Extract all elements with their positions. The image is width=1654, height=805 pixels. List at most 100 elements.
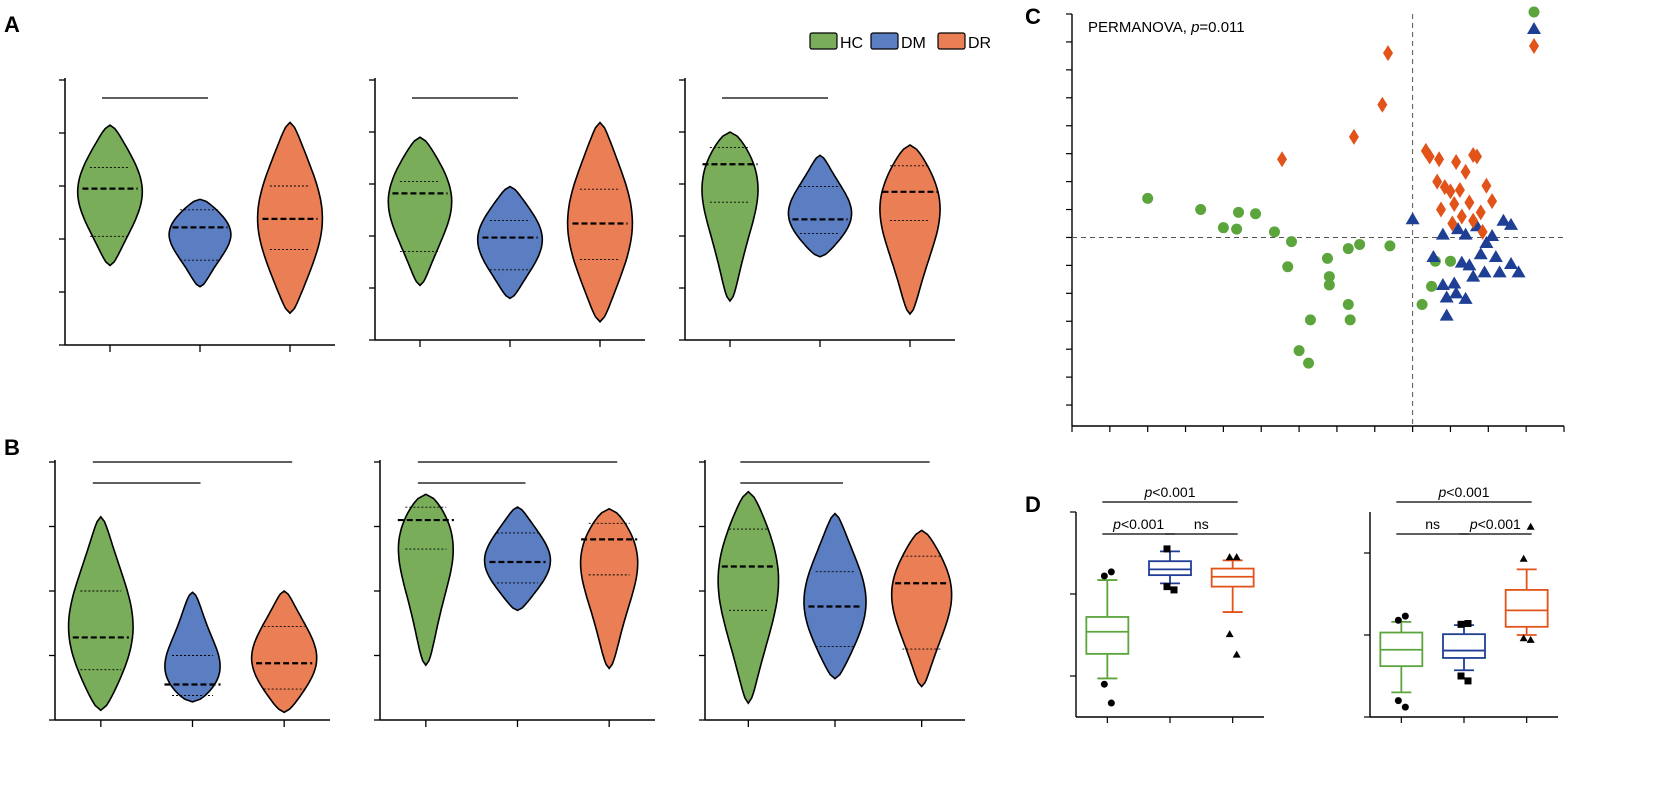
significance-value: ns bbox=[1194, 516, 1209, 532]
outlier-point bbox=[1394, 616, 1402, 624]
point-hc bbox=[1323, 279, 1335, 291]
panel-label-c: C bbox=[1025, 4, 1041, 29]
outlier-point bbox=[1519, 554, 1528, 562]
significance-label: p<0.001 bbox=[1437, 484, 1489, 500]
point-hc bbox=[1304, 314, 1316, 326]
point-dm bbox=[1511, 265, 1526, 278]
point-dr bbox=[1449, 195, 1460, 212]
outlier-point bbox=[1401, 612, 1409, 620]
point-hc bbox=[1286, 236, 1298, 248]
box-dm bbox=[1148, 560, 1192, 577]
point-dm bbox=[1458, 291, 1473, 304]
violin-dm bbox=[164, 591, 221, 703]
point-dm bbox=[1488, 250, 1503, 263]
point-dm bbox=[1454, 255, 1469, 268]
legend-label-dm: DM bbox=[901, 35, 926, 52]
permanova-annotation: PERMANOVA, p=0.011 bbox=[1088, 19, 1245, 36]
violin-hc bbox=[397, 493, 455, 667]
point-hc bbox=[1342, 243, 1354, 255]
point-dr bbox=[1434, 151, 1445, 168]
outlier-point bbox=[1107, 699, 1115, 707]
point-hc bbox=[1233, 206, 1245, 218]
point-dr bbox=[1447, 215, 1458, 232]
violin-dm bbox=[483, 506, 552, 612]
legend-swatch-dm bbox=[870, 32, 899, 50]
point-dr bbox=[1477, 223, 1488, 240]
violin-dr bbox=[579, 507, 639, 670]
outlier-point bbox=[1519, 634, 1528, 642]
annotation-p: p bbox=[1190, 19, 1199, 36]
outlier-point bbox=[1457, 620, 1465, 628]
violin-chart-heip bbox=[699, 460, 965, 727]
outlier-point bbox=[1457, 672, 1465, 680]
significance-p: p bbox=[1112, 516, 1121, 532]
violin-dm bbox=[476, 185, 544, 300]
violin-dr bbox=[890, 529, 953, 688]
point-dr bbox=[1436, 201, 1446, 218]
outlier-point bbox=[1464, 620, 1472, 628]
point-dm bbox=[1447, 276, 1462, 289]
annotation-value: =0.011 bbox=[1199, 19, 1244, 36]
point-dr bbox=[1277, 151, 1288, 168]
outlier-point bbox=[1225, 553, 1234, 561]
point-hc bbox=[1323, 271, 1335, 283]
legend-marker-dr bbox=[1529, 38, 1539, 54]
point-hc bbox=[1303, 357, 1315, 369]
point-dm bbox=[1496, 213, 1511, 226]
panel-label-d: D bbox=[1025, 492, 1041, 517]
significance-p: p bbox=[1437, 484, 1446, 500]
outlier-point bbox=[1163, 583, 1171, 591]
point-dm bbox=[1458, 227, 1473, 240]
violin-hc bbox=[717, 490, 780, 705]
legend-marker-hc bbox=[1528, 6, 1540, 18]
panel-label-b: B bbox=[4, 435, 20, 460]
violin-dr bbox=[250, 589, 318, 714]
point-dm bbox=[1405, 212, 1420, 225]
significance-label: p<0.001 bbox=[1469, 516, 1521, 532]
violin-dr bbox=[566, 121, 634, 323]
legend: HC DM DR bbox=[809, 32, 991, 52]
point-hc bbox=[1426, 280, 1438, 292]
point-dm bbox=[1426, 250, 1441, 263]
point-dm bbox=[1473, 247, 1488, 260]
point-dm bbox=[1477, 265, 1492, 278]
outlier-point bbox=[1225, 630, 1234, 638]
point-dr bbox=[1348, 128, 1359, 145]
violin-dm bbox=[787, 154, 853, 258]
point-dr bbox=[1424, 148, 1435, 165]
point-dr bbox=[1481, 177, 1492, 194]
annotation-prefix: PERMANOVA, bbox=[1088, 19, 1191, 36]
point-hc bbox=[1195, 204, 1207, 216]
outlier-point bbox=[1526, 635, 1535, 643]
point-hc bbox=[1231, 223, 1243, 235]
box-dm bbox=[1442, 633, 1486, 659]
point-dr bbox=[1456, 208, 1467, 225]
point-dm bbox=[1435, 227, 1450, 240]
legend-marker-dm bbox=[1527, 22, 1541, 34]
violin-dm bbox=[803, 512, 867, 680]
point-hc bbox=[1342, 298, 1354, 310]
outlier-point bbox=[1100, 680, 1108, 688]
violin-chart-shannon bbox=[679, 78, 955, 347]
legend-swatch-dr bbox=[937, 32, 966, 50]
outlier-point bbox=[1100, 572, 1108, 580]
point-hc bbox=[1321, 252, 1333, 264]
outlier-point bbox=[1170, 586, 1178, 594]
point-hc bbox=[1354, 238, 1366, 250]
point-hc bbox=[1268, 226, 1280, 238]
point-hc bbox=[1416, 298, 1428, 310]
point-dr bbox=[1432, 173, 1443, 190]
scatter-chart-pca: PERMANOVA, p=0.011 bbox=[1066, 6, 1565, 432]
legend-swatch-hc bbox=[809, 32, 838, 50]
point-hc bbox=[1344, 314, 1356, 326]
outlier-point bbox=[1107, 568, 1115, 576]
significance-label: p<0.001 bbox=[1143, 484, 1195, 500]
violin-hc bbox=[67, 515, 134, 712]
point-hc bbox=[1142, 192, 1154, 204]
violin-chart-shannoneven bbox=[374, 460, 655, 727]
box-hc bbox=[1085, 616, 1130, 655]
significance-value: <0.001 bbox=[1478, 516, 1521, 532]
point-dr bbox=[1451, 154, 1462, 171]
